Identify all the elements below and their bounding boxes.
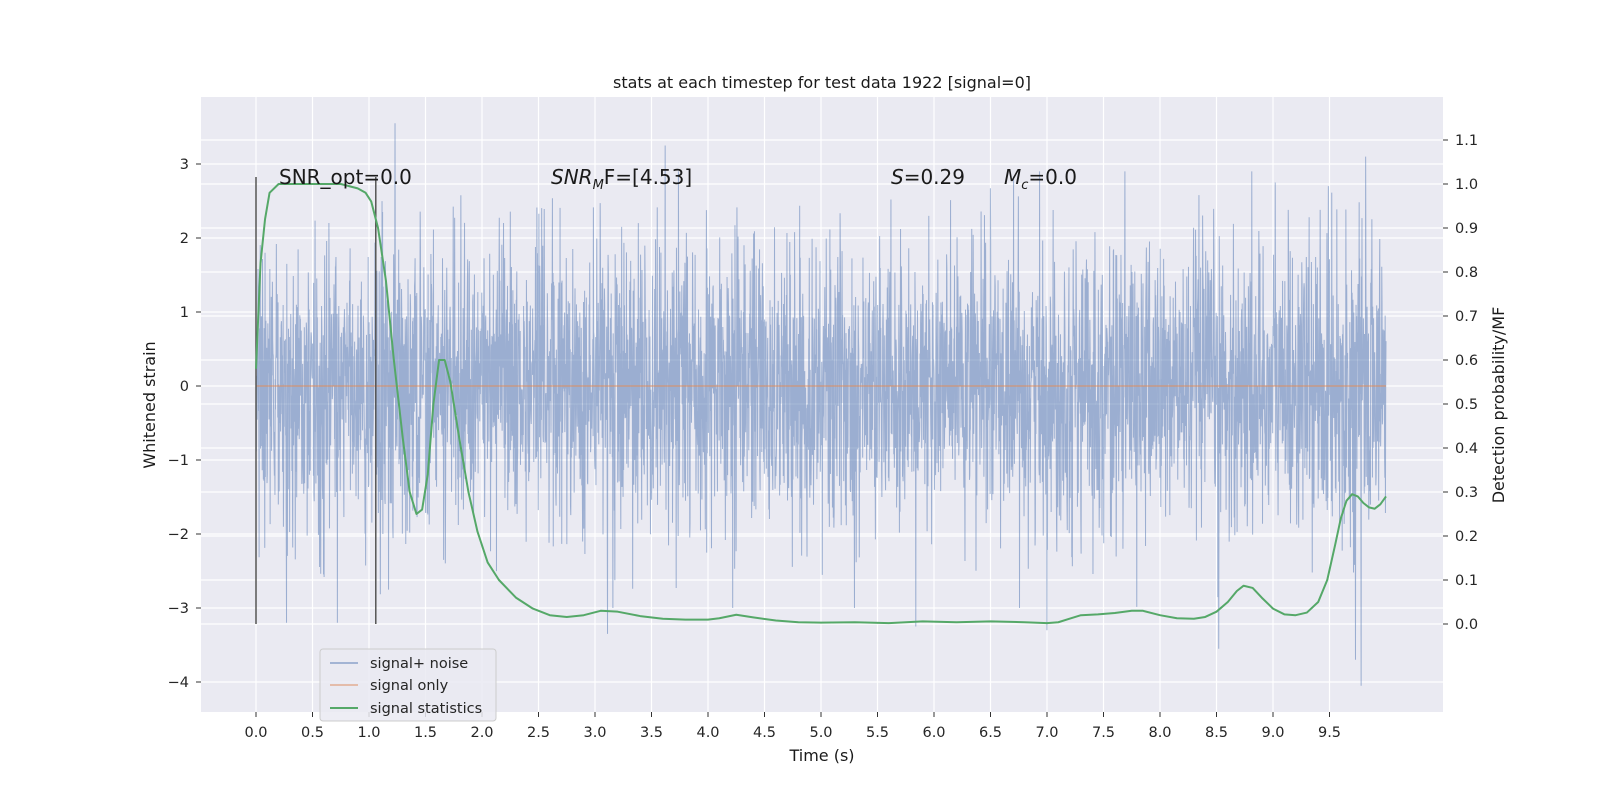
y-right-tick-label: 0.1 xyxy=(1455,573,1478,589)
legend-label-signal-only: signal only xyxy=(370,678,449,694)
chart-title: stats at each timestep for test data 192… xyxy=(613,73,1031,92)
x-tick-label: 2.0 xyxy=(470,725,493,741)
x-tick-label: 6.0 xyxy=(922,725,945,741)
x-tick-label: 0.0 xyxy=(244,725,267,741)
y-right-tick-label: 0.5 xyxy=(1455,397,1478,413)
x-tick-label: 1.5 xyxy=(414,725,437,741)
x-tick-label: 8.0 xyxy=(1148,725,1171,741)
x-tick-label: 9.0 xyxy=(1261,725,1284,741)
x-tick-label: 4.5 xyxy=(753,725,776,741)
y-right-tick-label: 0.3 xyxy=(1455,485,1478,501)
legend-label-signal-statistics: signal statistics xyxy=(370,701,482,717)
signal-statistics-line xyxy=(255,183,1387,625)
y-right-tick-label: 0.0 xyxy=(1455,617,1478,633)
mc-value: =0.0 xyxy=(1028,165,1077,189)
mc-variable: M xyxy=(1004,165,1021,189)
y-axis-right-label: Detection probability/MF xyxy=(1489,307,1508,504)
snr-mf-prefix: SNR xyxy=(551,165,593,189)
series-signal-plus-noise xyxy=(255,123,1387,686)
y-tick-label: −3 xyxy=(168,601,189,617)
y-tick-label: −1 xyxy=(168,453,189,469)
y-right-tick-label: 0.7 xyxy=(1455,309,1478,325)
y-right-tick-label: 1.1 xyxy=(1455,133,1478,149)
y-axis-right-ticks: 1.1 1.0 0.9 0.8 0.7 0.6 0.5 0.4 0.3 0.2 0.1 0.0 xyxy=(1443,133,1478,633)
x-tick-label: 7.5 xyxy=(1092,725,1115,741)
x-tick-label: 1.0 xyxy=(357,725,380,741)
y-tick-label: 0 xyxy=(180,379,189,395)
x-tick-label: 6.5 xyxy=(979,725,1002,741)
x-tick-label: 3.0 xyxy=(583,725,606,741)
signal-plus-noise-line xyxy=(255,123,1387,686)
marker-lines xyxy=(255,177,377,624)
y-tick-label: 2 xyxy=(180,231,189,247)
y-right-tick-label: 0.8 xyxy=(1455,265,1478,281)
x-tick-label: 4.0 xyxy=(696,725,719,741)
x-tick-label: 8.5 xyxy=(1205,725,1228,741)
legend-label-signal-plus-noise: signal+ noise xyxy=(370,656,468,672)
x-tick-label: 3.5 xyxy=(640,725,663,741)
y-tick-label: −2 xyxy=(168,527,189,543)
y-tick-label: −4 xyxy=(168,675,189,691)
annotation-snr-mf: SNRMF=[4.53] xyxy=(551,165,692,193)
annotation-mc: Mc=0.0 xyxy=(1004,165,1077,193)
annotation-snr-opt: SNR_opt=0.0 xyxy=(279,165,412,189)
mc-subscript: c xyxy=(1021,178,1028,193)
series-signal-statistics xyxy=(255,183,1387,625)
x-tick-label: 9.5 xyxy=(1318,725,1341,741)
y-right-tick-label: 0.4 xyxy=(1455,441,1478,457)
legend: signal+ noise signal only signal statist… xyxy=(319,648,497,722)
y-tick-label: 1 xyxy=(180,305,189,321)
annotation-s: S=0.29 xyxy=(891,165,965,189)
x-tick-label: 7.0 xyxy=(1035,725,1058,741)
y-axis-label: Whitened strain xyxy=(140,341,159,468)
x-tick-label: 2.5 xyxy=(527,725,550,741)
y-tick-label: 3 xyxy=(180,157,189,173)
s-variable: S xyxy=(891,165,904,189)
snr-mf-value: F=[4.53] xyxy=(604,165,692,189)
s-value: =0.29 xyxy=(904,165,965,189)
x-tick-label: 0.5 xyxy=(301,725,324,741)
y-right-tick-label: 0.2 xyxy=(1455,529,1478,545)
y-right-tick-label: 0.6 xyxy=(1455,353,1478,369)
y-axis-left-ticks: 3 2 1 0 −1 −2 −3 −4 xyxy=(168,157,201,691)
y-right-tick-label: 0.9 xyxy=(1455,221,1478,237)
x-tick-label: 5.0 xyxy=(809,725,832,741)
x-axis-label: Time (s) xyxy=(788,746,854,765)
y-right-tick-label: 1.0 xyxy=(1455,177,1478,193)
x-axis-ticks: 0.0 0.5 1.0 1.5 2.0 2.5 3.0 3.5 4.0 4.5 5.0 5.5 6.0 6… xyxy=(244,712,1341,741)
snr-mf-subscript: M xyxy=(593,178,604,193)
x-tick-label: 5.5 xyxy=(866,725,889,741)
legend-box xyxy=(319,648,497,722)
